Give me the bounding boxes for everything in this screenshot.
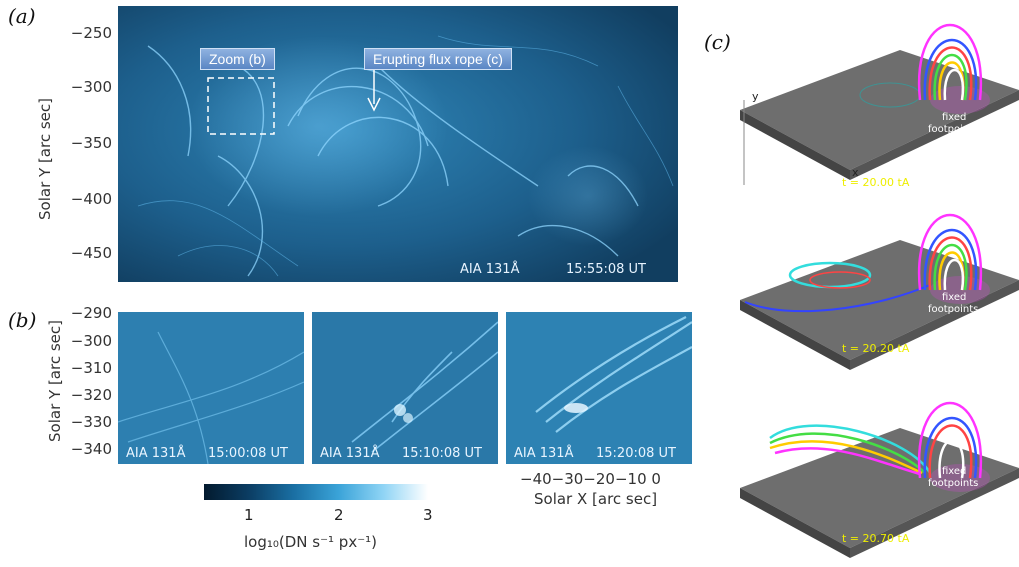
zoom-box xyxy=(207,77,275,135)
y-tick: −300 xyxy=(70,78,112,96)
colorbar-tick: 1 xyxy=(244,506,254,524)
sim-time: t = 20.00 tA xyxy=(842,176,910,189)
panel-b-frame-2: AIA 131Å 15:10:08 UT xyxy=(312,312,498,464)
fixed-label: fixed xyxy=(942,292,967,303)
sim-frame-2: t = 20.20 tA fixed footpoints xyxy=(730,190,1019,375)
frame-time: 15:10:08 UT xyxy=(402,446,482,461)
y-tick: −450 xyxy=(70,244,112,262)
axis-y-label: y xyxy=(752,90,759,103)
y-tick: −290 xyxy=(70,304,112,322)
panel-a-image: Zoom (b) Erupting flux rope (c) AIA 131Å… xyxy=(118,6,678,282)
frame-instrument: AIA 131Å xyxy=(514,446,574,461)
y-tick: −250 xyxy=(70,24,112,42)
zoom-b-label: Zoom (b) xyxy=(200,48,275,70)
footpoints-label: footpoints xyxy=(928,124,979,135)
fixed-label: fixed xyxy=(942,112,967,123)
panel-a-ylabel: Solar Y [arc sec] xyxy=(36,98,54,220)
fixed-label: fixed xyxy=(942,466,967,477)
panel-c-letter: (c) xyxy=(704,30,731,54)
panel-b-xlabel: Solar X [arc sec] xyxy=(534,490,658,508)
frame-time: 15:00:08 UT xyxy=(208,446,288,461)
panel-b-xticks: −40−30−20−10 0 xyxy=(520,470,661,488)
panel-b-frame-1: AIA 131Å 15:00:08 UT xyxy=(118,312,304,464)
frame-instrument: AIA 131Å xyxy=(320,446,380,461)
sim-frame-3: t = 20.70 tA fixed footpoints xyxy=(730,378,1019,567)
panel-b-letter: (b) xyxy=(8,308,37,332)
footpoints-label: footpoints xyxy=(928,478,979,489)
frame-time: 15:20:08 UT xyxy=(596,446,676,461)
sim-time: t = 20.70 tA xyxy=(842,532,910,545)
panel-a-letter: (a) xyxy=(8,4,36,28)
erupting-flux-rope-label: Erupting flux rope (c) xyxy=(364,48,512,70)
y-tick: −400 xyxy=(70,190,112,208)
colorbar-label: log₁₀(DN s⁻¹ px⁻¹) xyxy=(244,533,377,551)
y-tick: −300 xyxy=(70,332,112,350)
axis-x-label: x xyxy=(852,166,859,179)
footpoints-label: footpoints xyxy=(928,304,979,315)
colorbar-tick: 2 xyxy=(334,506,344,524)
colorbar xyxy=(204,484,428,500)
sim-frame-1: t = 20.00 tA fixed footpoints y x xyxy=(730,0,1019,190)
panel-b-ylabel: Solar Y [arc sec] xyxy=(46,320,64,442)
y-tick: −350 xyxy=(70,134,112,152)
y-tick: −340 xyxy=(70,440,112,458)
y-tick: −330 xyxy=(70,413,112,431)
frame-instrument: AIA 131Å xyxy=(126,446,186,461)
y-tick: −310 xyxy=(70,359,112,377)
colorbar-tick: 3 xyxy=(423,506,433,524)
stamp-time: 15:55:08 UT xyxy=(566,262,646,277)
sim-time: t = 20.20 tA xyxy=(842,342,910,355)
stamp-instrument: AIA 131Å xyxy=(460,262,520,277)
panel-b-frame-3: AIA 131Å 15:20:08 UT xyxy=(506,312,692,464)
y-tick: −320 xyxy=(70,386,112,404)
